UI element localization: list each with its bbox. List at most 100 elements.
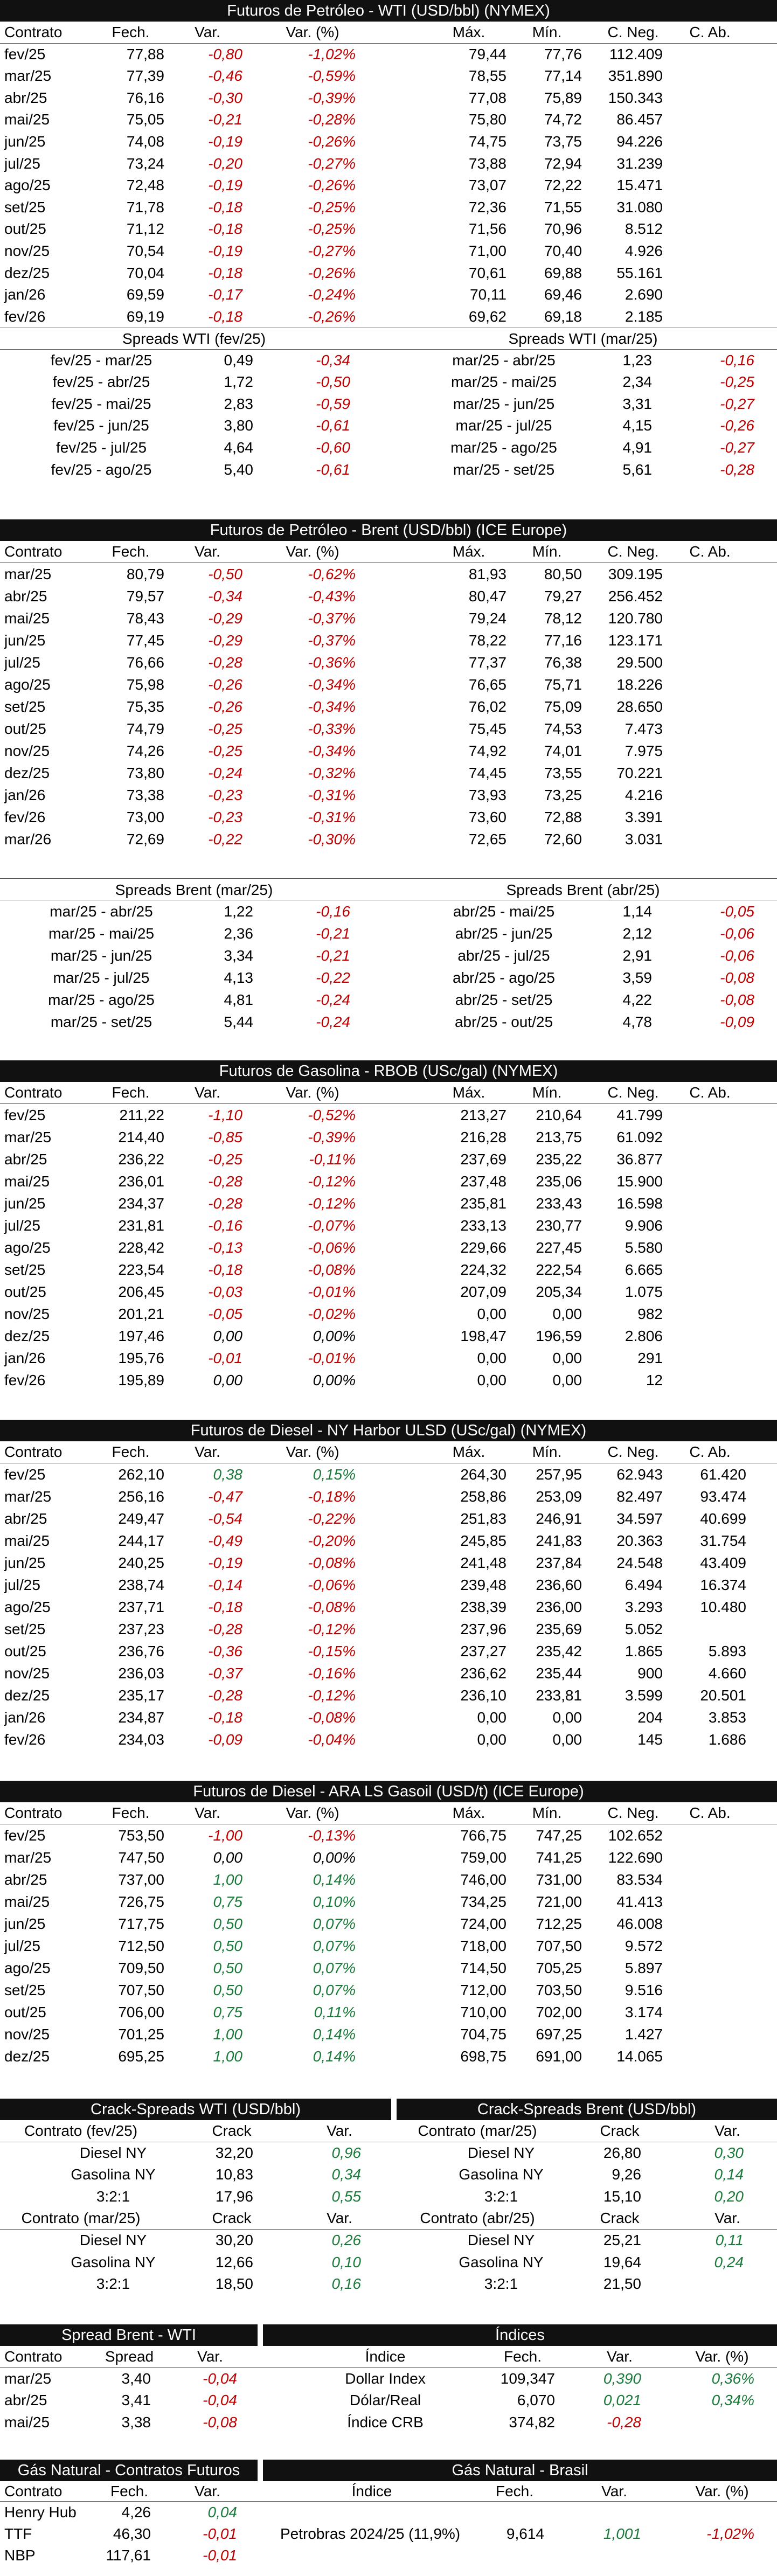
- brent-title: Futuros de Petróleo - Brent (USD/bbl) (I…: [0, 519, 777, 541]
- crack-cell: 17,96: [215, 2188, 253, 2205]
- cell: 0,00: [552, 1306, 582, 1322]
- crack-col-label: Contrato (mar/25): [418, 2122, 537, 2139]
- cell: 74,26: [126, 742, 164, 759]
- cell: -0,06%: [308, 1239, 356, 1256]
- cell: 697,25: [536, 2026, 582, 2043]
- cell: 245,85: [460, 1532, 507, 1549]
- cell: -0,34%: [308, 742, 356, 759]
- cell: -0,19: [208, 242, 242, 259]
- spread-cell: 4,15: [622, 417, 653, 434]
- crack-cell: Gasolina NY: [459, 2166, 544, 2183]
- cell: -0,01: [203, 2547, 237, 2564]
- col-header: Var. (%): [695, 2483, 749, 2499]
- cell: -0,20: [208, 155, 242, 172]
- cell: 15.900: [616, 1173, 663, 1190]
- cell: 747,25: [536, 1827, 582, 1844]
- cell: 731,00: [536, 1871, 582, 1888]
- spread-cell: 4,91: [622, 439, 653, 456]
- col-header: Fech.: [112, 1084, 150, 1101]
- cell: 75,80: [468, 111, 507, 128]
- brent-row: out/25 74,79 -0,25 -0,33% 75,45 74,53 7.473: [0, 718, 777, 740]
- cell: -0,25%: [308, 198, 356, 216]
- gasoil-row: abr/25 737,00 1,00 0,14% 746,00 731,00 83.534: [0, 1869, 777, 1891]
- cell: -0,19: [208, 1554, 242, 1571]
- col-header: C. Ab.: [689, 1804, 731, 1821]
- cell: 73,24: [126, 155, 164, 172]
- cell: 120.780: [608, 610, 663, 627]
- cell: mar/25: [4, 566, 52, 582]
- wti-row: ago/25 72,48 -0,19 -0,26% 73,07 72,22 15.471: [0, 175, 777, 197]
- cell: 73,75: [544, 133, 582, 150]
- cell: 77,16: [544, 632, 582, 649]
- spread-cell: -0,61: [316, 461, 350, 478]
- cell: -0,23: [208, 787, 242, 803]
- cell: 264,30: [460, 1466, 507, 1483]
- cell: -0,32%: [308, 765, 356, 781]
- cell: -0,27%: [308, 242, 356, 259]
- cell: 0,14%: [313, 2048, 356, 2065]
- cell: 29.500: [616, 654, 663, 671]
- cell: TTF: [4, 2525, 32, 2542]
- gas-section: Gás Natural - Contratos Futuros Gás Natur…: [0, 2460, 777, 2566]
- rbob-row: ago/25 228,42 -0,13 -0,06% 229,66 227,45 5.580: [0, 1237, 777, 1259]
- cell: 234,87: [118, 1709, 164, 1726]
- cell: 230,77: [536, 1217, 582, 1234]
- cell: 712,50: [118, 1938, 164, 1954]
- cell: [674, 1148, 746, 1170]
- crack-cell: 12,66: [215, 2253, 253, 2271]
- spread-cell: -0,24: [316, 1013, 350, 1030]
- cell: 0,07%: [313, 1960, 356, 1976]
- cell: 223,54: [118, 1261, 164, 1278]
- cell: jun/25: [4, 632, 46, 649]
- cell: 262,10: [118, 1466, 164, 1483]
- cell: set/25: [4, 1982, 46, 1998]
- cell: 28.650: [616, 698, 663, 715]
- cell: mai/25: [4, 2413, 50, 2431]
- cell: [674, 1846, 746, 1869]
- spread-cell: -0,08: [720, 969, 754, 986]
- cell: 94.226: [616, 133, 663, 150]
- cell: 61.420: [700, 1466, 746, 1483]
- cell: 72,69: [126, 831, 164, 848]
- crack-col-label: Crack: [600, 2122, 640, 2139]
- cell: jun/25: [4, 1195, 46, 1212]
- cell: mai/25: [4, 1173, 50, 1190]
- cell: 0,00: [213, 1328, 243, 1344]
- spread-cell: fev/25 - ago/25: [51, 461, 152, 478]
- spread-cell: 1,23: [622, 351, 653, 369]
- cell: 0,14%: [313, 2026, 356, 2043]
- cell: 207,09: [460, 1283, 507, 1300]
- cell: mar/25: [4, 1488, 52, 1505]
- cell: -0,21: [208, 111, 242, 128]
- wti-row: set/25 71,78 -0,18 -0,25% 72,36 71,55 31.080: [0, 197, 777, 219]
- cell: jul/25: [4, 155, 40, 172]
- cell: jul/25: [4, 1217, 40, 1234]
- cell: -0,03: [208, 1283, 242, 1300]
- gasoil-row: nov/25 701,25 1,00 0,14% 704,75 697,25 1.427: [0, 2023, 777, 2045]
- ulsd-row: abr/25 249,47 -0,54 -0,22% 251,83 246,91 34.59…: [0, 1508, 777, 1530]
- wti-spread-row: fev/25 - jun/25 3,80 -0,61 mar/25 - jul/25 4…: [0, 415, 777, 437]
- cell: 717,75: [118, 1915, 164, 1932]
- spread-cell: -0,27: [720, 439, 754, 456]
- cell: -0,34%: [308, 698, 356, 715]
- cell: 237,27: [460, 1643, 507, 1660]
- cell: -0,28%: [308, 111, 356, 128]
- cell: 6.494: [625, 1577, 663, 1593]
- cell: -0,28: [208, 654, 242, 671]
- wti-row: jun/25 74,08 -0,19 -0,26% 74,75 73,75 94.226: [0, 131, 777, 153]
- brent-row: dez/25 73,80 -0,24 -0,32% 74,45 73,55 70.221: [0, 762, 777, 784]
- cell: 2.806: [625, 1328, 663, 1344]
- col-header: Var.: [195, 1084, 220, 1101]
- cell: 0,00: [213, 1849, 243, 1866]
- cell: jun/25: [4, 1554, 46, 1571]
- crack-cell: 0,11: [715, 2231, 744, 2248]
- gasoil-row: jun/25 717,75 0,50 0,07% 724,00 712,25 46.008: [0, 1913, 777, 1935]
- cell: 7.975: [625, 742, 663, 759]
- crack-col-label: Contrato (fev/25): [24, 2122, 138, 2139]
- cell: 8.512: [625, 220, 663, 238]
- cell: 210,64: [536, 1107, 582, 1123]
- spread-cell: 2,36: [224, 925, 254, 942]
- ulsd-row: jul/25 238,74 -0,14 -0,06% 239,48 236,60 6.494…: [0, 1574, 777, 1596]
- cell: fev/26: [4, 1372, 46, 1388]
- col-header: Contrato: [4, 1443, 63, 1460]
